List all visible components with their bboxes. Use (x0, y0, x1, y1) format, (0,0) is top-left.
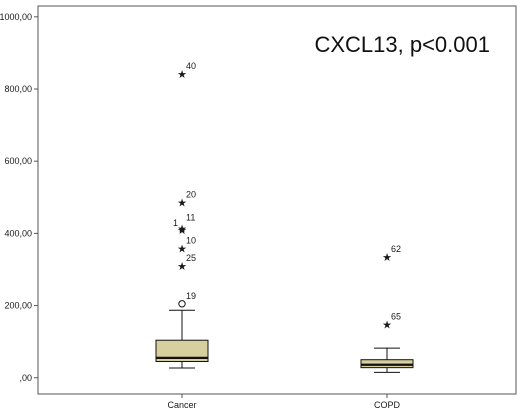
chart-title: CXCL13, p<0.001 (314, 32, 490, 57)
box-group-cancer: 19★25★10★1 ★11★20★40 (155, 61, 209, 369)
outlier-star: ★ (177, 222, 187, 235)
outlier-label: 10 (186, 236, 196, 246)
outlier-label: 40 (186, 61, 196, 71)
boxes-layer: 19★25★10★1 ★11★20★40★65★62 (155, 61, 414, 373)
outlier-star: ★ (177, 197, 187, 210)
outlier-label: 65 (391, 311, 401, 321)
outlier-label: 20 (186, 190, 196, 200)
outlier-circle (178, 300, 186, 308)
outlier-star: ★ (382, 318, 392, 331)
outlier-label: 62 (391, 244, 401, 254)
plot-frame (37, 5, 517, 395)
y-tick-label: 200,00 (4, 301, 32, 311)
outlier-label: 11 (186, 212, 195, 222)
y-tick-label: 1000,00 (0, 12, 32, 22)
x-axis: Cancer COPD (167, 394, 400, 410)
y-tick-label: 800,00 (4, 84, 32, 94)
x-tick-label: Cancer (167, 400, 196, 410)
outlier-star: ★ (177, 68, 187, 81)
outlier-label: 1 (173, 218, 178, 228)
outlier-label: 19 (186, 291, 196, 301)
outlier-star: ★ (177, 260, 187, 273)
x-tick-label: COPD (374, 400, 401, 410)
box-group-copd: ★65★62 (360, 244, 414, 373)
outlier-star: ★ (177, 243, 187, 256)
y-tick-label: 400,00 (4, 228, 32, 238)
y-tick-label: ,00 (19, 373, 32, 383)
y-axis: ,00 200,00 400,00 600,00 800,00 1000,00 (0, 12, 38, 383)
iqr-box (155, 339, 209, 363)
y-tick-label: 600,00 (4, 156, 32, 166)
outlier-star: ★ (177, 224, 187, 237)
outlier-star: ★ (382, 251, 392, 264)
outlier-label: 25 (186, 253, 196, 263)
